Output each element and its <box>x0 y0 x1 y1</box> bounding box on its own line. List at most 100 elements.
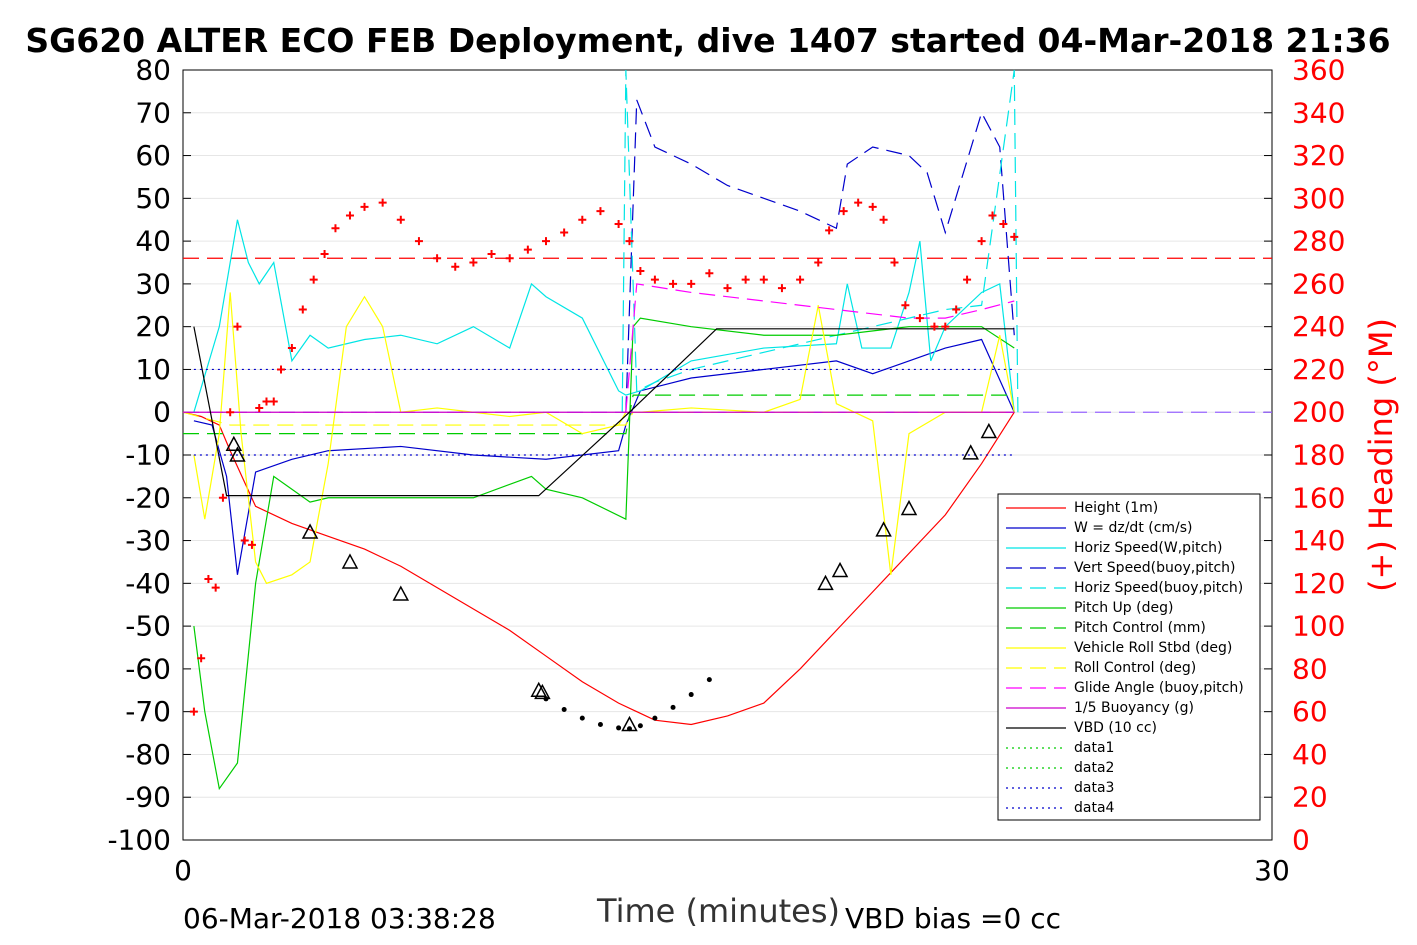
heading-point <box>625 237 634 246</box>
triangle-marker <box>875 521 892 537</box>
heading-point <box>825 226 834 235</box>
series-line <box>625 283 1015 413</box>
heading-point <box>218 493 227 502</box>
tick-label-x: 0 <box>174 854 192 887</box>
heading-point <box>999 220 1008 228</box>
triangle-marker <box>621 715 638 732</box>
heading-point <box>578 215 587 224</box>
heading-point <box>277 365 286 374</box>
tick-label-left: 40 <box>135 225 171 258</box>
heading-point <box>240 536 249 545</box>
legend-label: data1 <box>1074 740 1114 756</box>
heading-point <box>469 258 478 267</box>
tick-label-right: 220 <box>1292 353 1345 386</box>
heading-point <box>759 275 768 284</box>
heading-point <box>414 237 423 246</box>
bottom-dot <box>597 722 603 727</box>
tick-label-left: -60 <box>125 652 171 685</box>
tick-label-left: -20 <box>125 481 171 514</box>
triangle-marker <box>817 574 834 591</box>
heading-point <box>596 207 605 216</box>
axis-ticks: 80706050403020100-10-20-30-40-50-60-70-8… <box>107 54 1345 888</box>
bottom-dot <box>561 707 567 713</box>
tick-label-right: 80 <box>1292 652 1328 685</box>
bottom-dot <box>706 677 712 683</box>
footer-vbd-bias: VBD bias =0 cc <box>845 902 1061 935</box>
tick-label-left: -10 <box>125 439 171 472</box>
heading-point <box>901 301 910 310</box>
heading-point <box>378 198 387 207</box>
tick-label-right: 280 <box>1292 225 1345 258</box>
tick-label-left: 20 <box>135 310 171 343</box>
heading-point <box>636 267 645 276</box>
heading-point <box>941 322 950 331</box>
bottom-dot <box>670 704 676 710</box>
heading-point <box>723 284 732 293</box>
tick-label-right: 0 <box>1292 824 1310 857</box>
heading-point <box>523 245 532 254</box>
tick-label-right: 260 <box>1292 267 1345 300</box>
heading-point <box>320 249 329 258</box>
heading-point <box>269 397 278 406</box>
tick-label-x: 30 <box>1254 854 1290 887</box>
chart-title: SG620 ALTER ECO FEB Deployment, dive 140… <box>25 21 1390 60</box>
legend-label: Vehicle Roll Stbd (deg) <box>1074 640 1232 656</box>
tick-label-right: 160 <box>1292 481 1345 514</box>
heading-point <box>542 237 550 246</box>
tick-label-right: 340 <box>1292 96 1345 129</box>
tick-label-left: 80 <box>135 54 171 87</box>
legend-label: data4 <box>1074 800 1115 816</box>
series-line <box>193 326 1015 497</box>
heading-point <box>189 707 198 716</box>
footer-timestamp: 06-Mar-2018 03:38:28 <box>183 902 496 935</box>
tick-label-right: 240 <box>1292 310 1345 343</box>
series-line <box>625 99 1015 413</box>
triangle-marker <box>301 523 319 539</box>
legend-label: Pitch Up (deg) <box>1074 600 1173 616</box>
heading-point <box>560 228 569 237</box>
heading-point <box>796 275 805 284</box>
bottom-dot <box>688 692 694 698</box>
tick-label-left: 10 <box>135 353 171 386</box>
bottom-dot <box>579 715 585 721</box>
right-axis-label: (+) Heading (°M) <box>1362 318 1400 592</box>
heading-point <box>451 262 460 271</box>
tick-label-left: -30 <box>125 524 171 557</box>
heading-point <box>814 258 823 267</box>
tick-label-right: 140 <box>1292 524 1345 557</box>
bottom-dot <box>652 715 658 721</box>
legend-label: W = dz/dt (cm/s) <box>1074 520 1193 536</box>
tick-label-left: -70 <box>125 695 171 728</box>
heading-point <box>331 224 340 233</box>
triangle-marker <box>392 585 410 601</box>
heading-point <box>977 237 986 246</box>
triangle-marker <box>962 444 979 460</box>
heading-point <box>614 220 623 228</box>
x-axis-label: Time (minutes) <box>596 892 840 930</box>
heading-point <box>204 575 213 584</box>
legend-label: data2 <box>1074 760 1114 776</box>
legend: Height (1m) W = dz/dt (cm/s) Horiz Speed(W… <box>997 493 1261 821</box>
tick-label-right: 360 <box>1292 54 1345 87</box>
heading-point <box>211 583 220 592</box>
heading-point <box>262 397 271 406</box>
legend-label: Roll Control (deg) <box>1074 660 1196 676</box>
tick-label-left: -90 <box>125 781 171 814</box>
tick-label-left: -80 <box>125 738 171 771</box>
legend-label: data3 <box>1074 780 1114 796</box>
tick-label-left: 30 <box>135 267 171 300</box>
heading-point <box>854 198 863 207</box>
heading-point <box>226 408 235 417</box>
series-layer <box>182 69 1272 791</box>
heading-point <box>287 344 296 353</box>
legend-label: VBD (10 cc) <box>1074 720 1157 736</box>
markers-layer <box>189 198 1019 732</box>
heading-point <box>505 254 514 263</box>
heading-point <box>890 258 899 267</box>
tick-label-right: 40 <box>1292 738 1328 771</box>
tick-label-left: -100 <box>107 824 171 857</box>
tick-label-right: 120 <box>1292 567 1345 600</box>
heading-point <box>345 211 354 220</box>
triangle-marker <box>530 681 547 698</box>
bottom-dot <box>637 723 643 729</box>
